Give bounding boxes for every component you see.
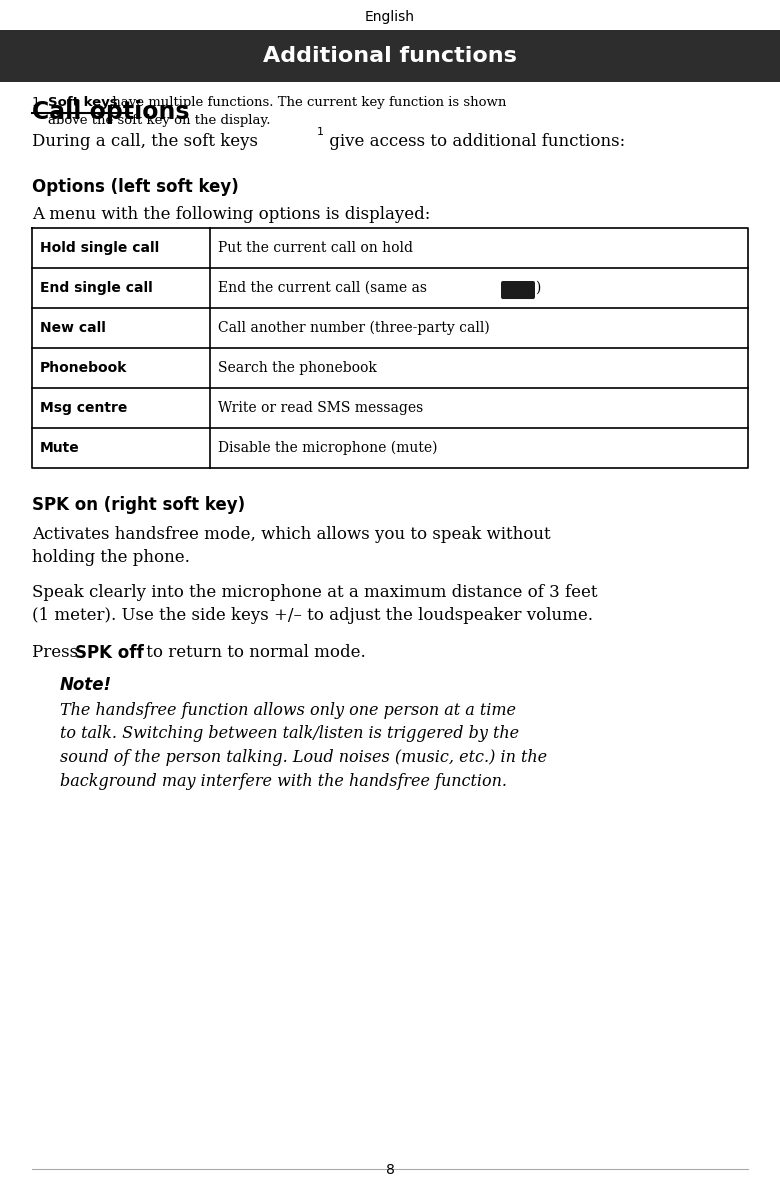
- Text: ): ): [535, 281, 541, 296]
- Text: During a call, the soft keys: During a call, the soft keys: [32, 133, 258, 150]
- Text: Disable the microphone (mute): Disable the microphone (mute): [218, 440, 438, 455]
- Text: Phonebook: Phonebook: [40, 361, 127, 375]
- FancyBboxPatch shape: [501, 281, 535, 299]
- Text: Write or read SMS messages: Write or read SMS messages: [218, 401, 424, 415]
- Text: Soft keys: Soft keys: [48, 96, 118, 109]
- Text: 8: 8: [385, 1163, 395, 1178]
- Text: The handsfree function allows only one person at a time
to talk. Switching betwe: The handsfree function allows only one p…: [60, 702, 547, 789]
- Text: Additional functions: Additional functions: [263, 46, 517, 66]
- Text: Speak clearly into the microphone at a maximum distance of 3 feet
(1 meter). Use: Speak clearly into the microphone at a m…: [32, 584, 597, 624]
- Text: give access to additional functions:: give access to additional functions:: [324, 133, 626, 150]
- Text: A menu with the following options is displayed:: A menu with the following options is dis…: [32, 207, 431, 223]
- Bar: [0, 30, 780, 82]
- Text: Call options: Call options: [32, 100, 190, 123]
- Text: Mute: Mute: [40, 442, 80, 455]
- Text: Press: Press: [32, 645, 83, 661]
- Text: to return to normal mode.: to return to normal mode.: [141, 645, 366, 661]
- Text: End the current call (same as: End the current call (same as: [218, 281, 431, 296]
- Text: have multiple functions. The current key function is shown: have multiple functions. The current key…: [108, 96, 506, 109]
- Text: End single call: End single call: [40, 281, 153, 296]
- Text: SPK off: SPK off: [75, 645, 144, 662]
- Text: 1: 1: [32, 96, 41, 109]
- Text: Activates handsfree mode, which allows you to speak without
holding the phone.: Activates handsfree mode, which allows y…: [32, 526, 551, 566]
- Text: English: English: [365, 9, 415, 24]
- Text: Call another number (three-party call): Call another number (three-party call): [218, 320, 490, 335]
- Text: 1: 1: [317, 127, 324, 137]
- Text: Hold single call: Hold single call: [40, 241, 159, 255]
- Text: Note!: Note!: [60, 677, 112, 694]
- Text: above the soft key on the display.: above the soft key on the display.: [48, 114, 271, 127]
- Text: Search the phonebook: Search the phonebook: [218, 361, 377, 375]
- Text: Put the current call on hold: Put the current call on hold: [218, 241, 413, 255]
- Text: SPK on (right soft key): SPK on (right soft key): [32, 496, 245, 514]
- Text: Options (left soft key): Options (left soft key): [32, 178, 239, 196]
- Text: Msg centre: Msg centre: [40, 401, 127, 415]
- Text: New call: New call: [40, 320, 106, 335]
